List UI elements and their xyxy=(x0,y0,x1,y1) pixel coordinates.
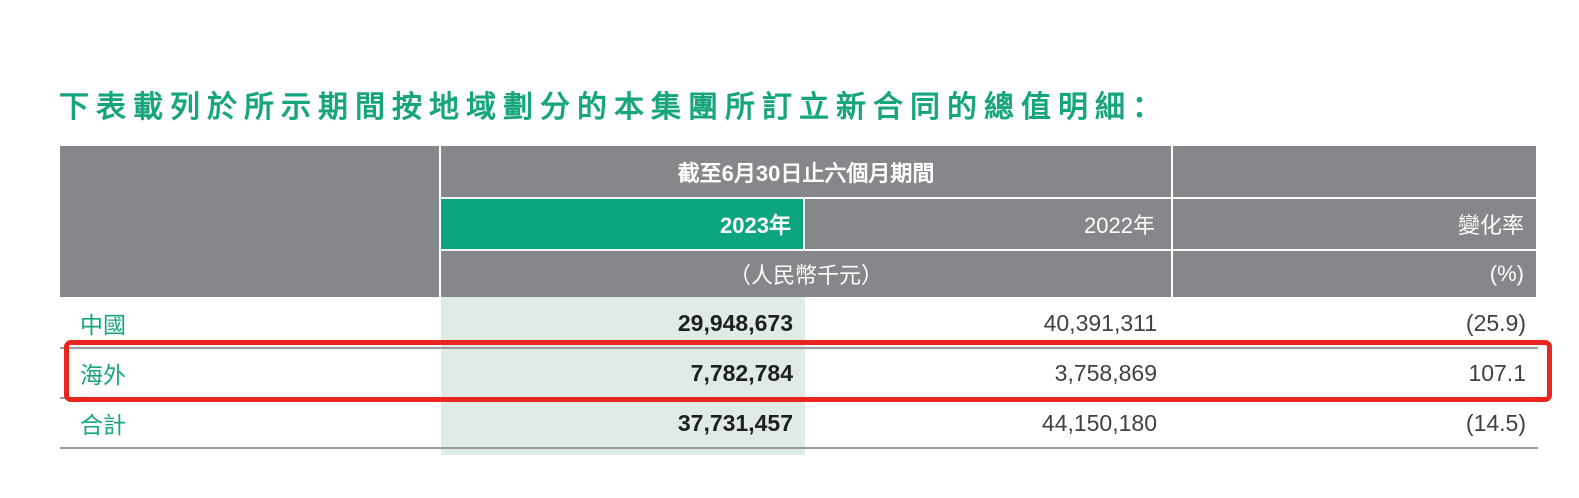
value-2023: 29,948,673 xyxy=(677,309,793,336)
table-row-china: 中國 29,948,673 40,391,311 (25.9) xyxy=(60,299,1538,349)
header-change-spacer-cell xyxy=(1173,146,1536,197)
row-label: 海外 xyxy=(80,362,126,388)
value-change-rate: (14.5) xyxy=(1465,409,1526,436)
header-period-cell: 截至6月30日止六個月期間 xyxy=(441,146,1171,197)
value-2022: 40,391,311 xyxy=(1043,309,1157,336)
header-year-2022-cell: 2022年 xyxy=(805,199,1171,249)
row-label: 合計 xyxy=(80,412,126,438)
header-corner-cell xyxy=(60,146,439,297)
value-change-rate: 107.1 xyxy=(1468,359,1526,386)
table-row-overseas: 海外 7,782,784 3,758,869 107.1 xyxy=(60,349,1538,399)
row-label: 中國 xyxy=(80,312,126,338)
header-change-rate-cell: 變化率 xyxy=(1173,199,1536,249)
value-change-rate: (25.9) xyxy=(1465,309,1526,336)
header-percent-unit-cell: (%) xyxy=(1173,251,1536,297)
value-2022: 44,150,180 xyxy=(1041,409,1157,436)
table-body: 中國 29,948,673 40,391,311 (25.9) 海外 7,782… xyxy=(60,299,1538,449)
value-2022: 3,758,869 xyxy=(1054,359,1157,386)
value-2023: 37,731,457 xyxy=(677,409,793,436)
column-2023-highlight-background xyxy=(441,297,805,455)
value-2023: 7,782,784 xyxy=(690,359,793,386)
regional-new-contracts-table: 截至6月30日止六個月期間 2023年 2022年 變化率 （人民幣千元） (%… xyxy=(60,146,1538,455)
header-year-2023-cell: 2023年 xyxy=(441,199,803,249)
table-header: 截至6月30日止六個月期間 2023年 2022年 變化率 （人民幣千元） (%… xyxy=(60,146,1538,297)
table-row-total: 合計 37,731,457 44,150,180 (14.5) xyxy=(60,399,1538,449)
header-currency-unit-cell: （人民幣千元） xyxy=(441,251,1171,297)
page-title: 下表載列於所示期間按地域劃分的本集團所訂立新合同的總值明細： xyxy=(59,91,1169,124)
